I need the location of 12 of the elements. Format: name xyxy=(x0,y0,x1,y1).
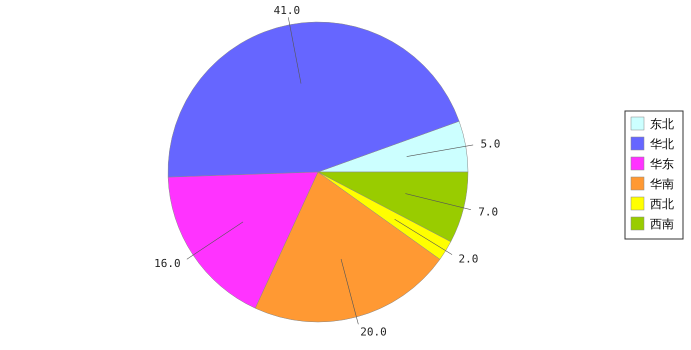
data-label: 16.0 xyxy=(154,257,181,270)
data-label: 2.0 xyxy=(458,252,478,266)
legend-label: 华东 xyxy=(650,157,674,172)
legend-label: 东北 xyxy=(650,117,674,132)
legend-label: 华北 xyxy=(650,137,674,152)
legend-label: 华南 xyxy=(650,177,674,192)
legend-label: 西北 xyxy=(650,197,674,212)
legend-label: 西南 xyxy=(650,217,674,232)
data-label: 7.0 xyxy=(478,205,498,218)
data-label: 5.0 xyxy=(480,138,500,151)
data-label: 41.0 xyxy=(274,4,300,17)
data-label: 20.0 xyxy=(360,325,387,338)
